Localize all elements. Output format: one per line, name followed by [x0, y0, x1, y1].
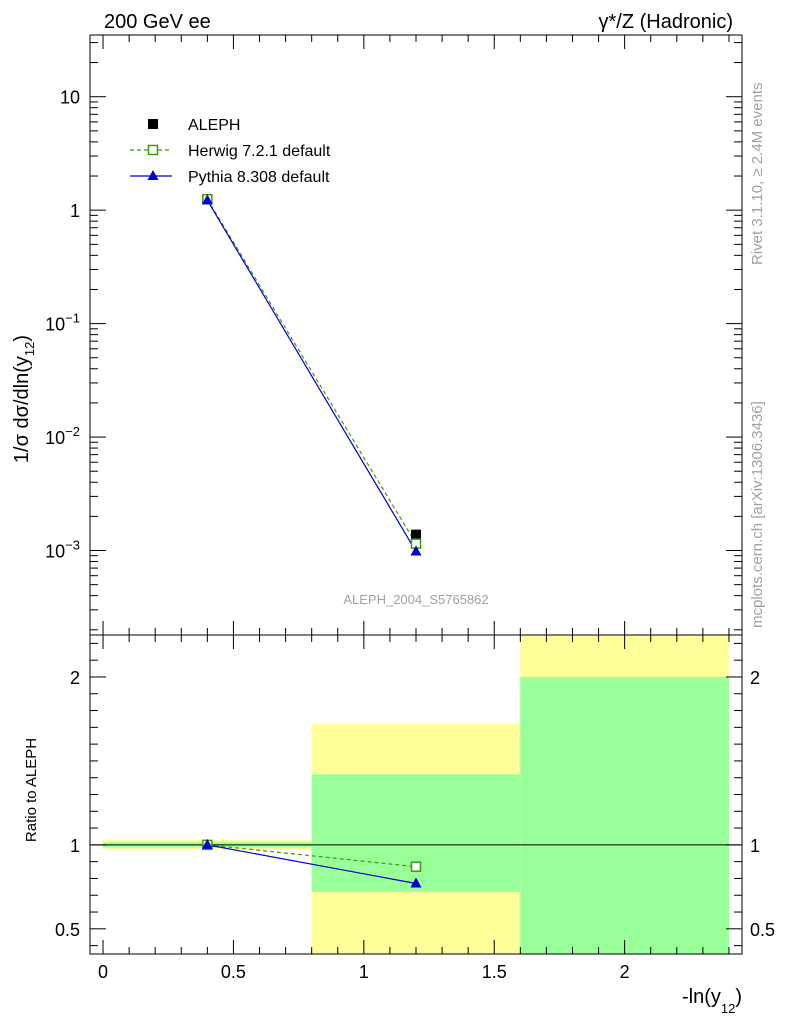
ratio-y-tick-label-right: 2 [750, 668, 760, 688]
ratio-y-tick-label-right: 0.5 [750, 920, 775, 940]
watermark: ALEPH_2004_S5765862 [343, 592, 488, 607]
main-ylabel: 1/σ dσ/dln(y12) [11, 335, 37, 463]
main-data-point [410, 545, 422, 556]
legend: ALEPH Herwig 7.2.1 default Pythia 8.308 de… [130, 117, 331, 186]
ratio-x-tick-label: 2 [620, 962, 630, 982]
rivet-version-text: Rivet 3.1.10, ≥ 2.4M events [749, 83, 766, 266]
legend-marker [148, 119, 158, 129]
ratio-xlabel: -ln(y12) [682, 986, 742, 1016]
ratio-y-tick-label: 0.5 [55, 920, 80, 940]
legend-label: ALEPH [188, 117, 240, 134]
legend-marker [147, 170, 159, 180]
ratio-series-line [207, 844, 417, 885]
legend-label: Herwig 7.2.1 default [188, 143, 331, 160]
main-y-tick-label: 10 [60, 88, 80, 108]
header-left: 200 GeV ee [104, 11, 211, 33]
mcplots-text: mcplots.cern.ch [arXiv:1306.3436] [749, 401, 766, 628]
main-data-point [201, 194, 213, 205]
ratio-x-tick-label: 0 [98, 962, 108, 982]
main-y-tick-label: 10−2 [45, 424, 80, 448]
ratio-ylabel: Ratio to ALEPH [23, 738, 40, 842]
ratio-panel: 0.5 0.5 1 1 2 2 0 0.5 1 1.5 2 Ratio to ALEPH -ln(… [23, 634, 775, 1016]
uncertainty-band-inner [520, 676, 729, 954]
ratio-data-point [410, 861, 422, 872]
main-series-line [206, 200, 417, 552]
ratio-x-tick-label: 1.5 [482, 962, 507, 982]
ratio-x-tick-label: 0.5 [221, 962, 246, 982]
ratio-y-tick-label-right: 1 [750, 836, 760, 856]
legend-marker [147, 144, 159, 156]
ratio-x-tick-label: 1 [359, 962, 369, 982]
header-right: γ*/Z (Hadronic) [599, 11, 733, 33]
main-panel: ALEPH_2004_S5765862 10 1 10−1 10−2 10−3 1/σ … [11, 34, 743, 636]
main-y-tick-label: 10−1 [45, 311, 80, 335]
uncertainty-band-inner [311, 774, 521, 892]
ratio-y-tick-label: 1 [70, 836, 80, 856]
main-y-tick-label: 1 [70, 201, 80, 221]
ratio-data-point [201, 838, 213, 849]
main-y-tick-label: 10−3 [45, 538, 80, 562]
legend-label: Pythia 8.308 default [188, 169, 330, 186]
main-series-line [206, 198, 417, 544]
ratio-data-point [410, 877, 422, 888]
ratio-y-tick-label: 2 [70, 668, 80, 688]
main-data-point [411, 529, 421, 540]
